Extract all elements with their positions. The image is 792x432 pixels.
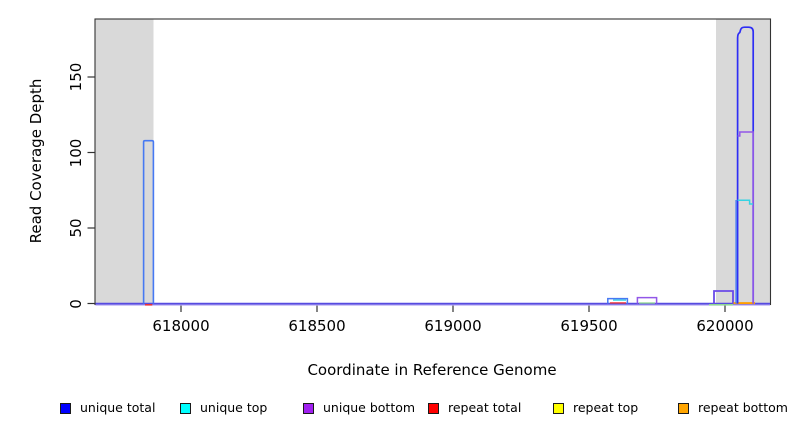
x-tick-label-619000: 619000 xyxy=(424,317,482,335)
y-tick-label-100: 100 xyxy=(67,138,85,167)
legend-label: unique top xyxy=(200,400,268,415)
unique-bottom-peak-line xyxy=(737,131,754,304)
legend-item-repeat-top: repeat top xyxy=(553,401,638,415)
unique-bottom-step-box xyxy=(713,290,734,304)
repeat-bottom-swatch-icon xyxy=(678,402,689,414)
x-tick-label-619500: 619500 xyxy=(560,317,618,335)
unique-bottom-swatch-icon xyxy=(303,402,314,414)
unique-top-peak-line xyxy=(737,199,753,205)
masked-region-right xyxy=(716,19,771,305)
x-tick-label-618000: 618000 xyxy=(152,317,210,335)
legend-label: repeat total xyxy=(448,400,522,415)
repeat-top-swatch-icon xyxy=(553,402,564,414)
unique-total-bar-left xyxy=(142,139,155,304)
unique-bottom-bump xyxy=(636,296,658,304)
repeat-total-swatch-icon xyxy=(428,402,439,414)
legend-item-unique-total: unique total xyxy=(60,401,155,415)
x-tick-marks xyxy=(180,305,726,312)
legend-label: repeat top xyxy=(573,400,639,415)
y-tick-label-150: 150 xyxy=(67,62,85,92)
legend-label: repeat bottom xyxy=(698,400,788,415)
legend-item-repeat-bottom: repeat bottom xyxy=(678,401,788,415)
x-tick-label-620000: 620000 xyxy=(696,317,754,335)
unique-top-swatch-icon xyxy=(180,402,191,414)
y-axis-title: Read Coverage Depth xyxy=(27,78,45,244)
masked-region-left xyxy=(95,19,154,305)
unique-total-peak-right xyxy=(736,26,755,304)
x-axis-title: Coordinate in Reference Genome xyxy=(307,361,557,379)
legend-item-repeat-total: repeat total xyxy=(428,401,521,415)
y-tick-marks xyxy=(87,76,95,305)
legend-item-unique-top: unique top xyxy=(180,401,267,415)
y-tick-label-50: 50 xyxy=(67,218,85,238)
plot-border xyxy=(94,18,772,306)
legend-label: unique bottom xyxy=(323,400,416,415)
legend-item-unique-bottom: unique bottom xyxy=(303,401,415,415)
unique-total-swatch-icon xyxy=(60,402,71,414)
x-tick-label-618500: 618500 xyxy=(288,317,346,335)
y-tick-label-0: 0 xyxy=(67,298,85,309)
legend-label: unique total xyxy=(80,400,156,415)
unique-total-bump xyxy=(607,297,629,304)
